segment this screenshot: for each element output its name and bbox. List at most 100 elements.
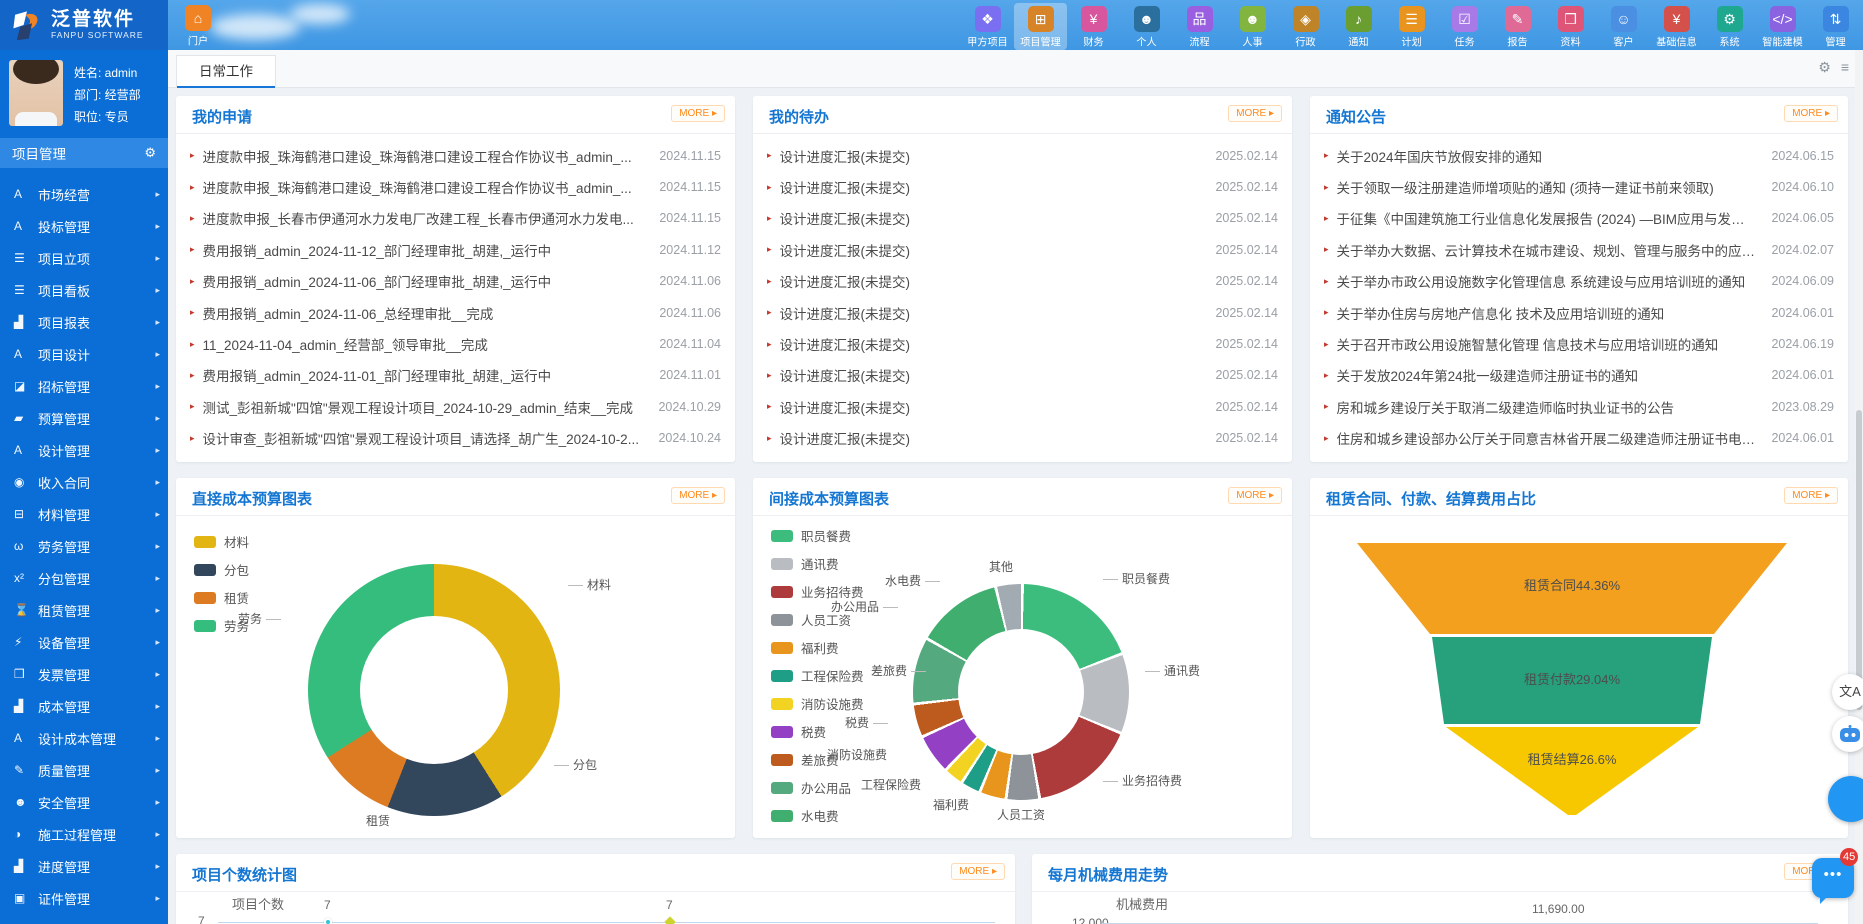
more-button[interactable]: MORE ▸ <box>671 105 725 122</box>
funnel-slice[interactable] <box>1432 637 1712 724</box>
sidebar-item-design-management[interactable]: A 设计管理 ▸ <box>0 434 168 466</box>
sidebar-item-project-initiation[interactable]: ☰ 项目立项 ▸ <box>0 242 168 274</box>
legend-item[interactable]: 福利费 <box>771 638 864 657</box>
sidebar-item-labor-management[interactable]: ω 劳务管理 ▸ <box>0 530 168 562</box>
notice-list-item[interactable]: ▸ 关于2024年国庆节放假安排的通知 2024.06.15 <box>1310 140 1848 171</box>
notice-list-item[interactable]: ▸ 关于召开市政公用设施智慧化管理 信息技术与应用培训班的通知 2024.06.19 <box>1310 328 1848 359</box>
legend-item[interactable]: 业务招待费 <box>771 582 864 601</box>
funnel-slice[interactable] <box>1357 543 1787 634</box>
sidebar-item-budget-management[interactable]: ▰ 预算管理 ▸ <box>0 402 168 434</box>
todo-list-item[interactable]: ▸ 设计进度汇报(未提交) 2025.02.14 <box>753 297 1292 328</box>
legend-item[interactable]: 人员工资 <box>771 610 864 629</box>
sidebar-item-lease-management[interactable]: ⌛ 租赁管理 ▸ <box>0 594 168 626</box>
todo-list-item[interactable]: ▸ 设计进度汇报(未提交) 2025.02.14 <box>753 140 1292 171</box>
legend-item[interactable]: 办公用品 <box>771 778 864 797</box>
more-button[interactable]: MORE ▸ <box>1784 487 1838 504</box>
sidebar-item-safety-management[interactable]: ☻ 安全管理 ▸ <box>0 786 168 818</box>
legend-item[interactable]: 通讯费 <box>771 554 864 573</box>
nav-item-document[interactable]: ❒ 资料 <box>1544 3 1597 50</box>
sidebar-item-market-operation[interactable]: A 市场经营 ▸ <box>0 178 168 210</box>
sidebar-item-invoice-management[interactable]: ❒ 发票管理 ▸ <box>0 658 168 690</box>
nav-item-base-info[interactable]: ¥ 基础信息 <box>1650 3 1703 50</box>
request-list-item[interactable]: ▸ 费用报销_admin_2024-11-01_部门经理审批_胡建,_运行中 202… <box>176 360 735 391</box>
nav-item-project-management[interactable]: ⊞ 项目管理 <box>1014 3 1067 50</box>
notice-list-item[interactable]: ▸ 房和城乡建设厅关于取消二级建造师临时执业证书的公告 2023.08.29 <box>1310 391 1848 422</box>
todo-list-item[interactable]: ▸ 设计进度汇报(未提交) 2025.02.14 <box>753 171 1292 202</box>
nav-item-owner-project[interactable]: ❖ 甲方项目 <box>961 3 1014 50</box>
sidebar-item-construction-process-management[interactable]: ◑ 施工过程管理 ▸ <box>0 818 168 850</box>
nav-item-admin-affairs[interactable]: ◈ 行政 <box>1279 3 1332 50</box>
sidebar-item-material-management[interactable]: ⊟ 材料管理 ▸ <box>0 498 168 530</box>
request-list-item[interactable]: ▸ 费用报销_admin_2024-11-12_部门经理审批_胡建,_运行中 202… <box>176 234 735 265</box>
legend-item[interactable]: 水电费 <box>771 806 864 825</box>
nav-item-finance[interactable]: ¥ 财务 <box>1067 3 1120 50</box>
nav-item-system[interactable]: ⚙ 系统 <box>1703 3 1756 50</box>
more-button[interactable]: MORE ▸ <box>1228 487 1282 504</box>
nav-item-smart-modeling[interactable]: </> 智能建模 <box>1756 3 1809 50</box>
tab-daily-work[interactable]: 日常工作 <box>176 55 276 88</box>
todo-list-item[interactable]: ▸ 设计进度汇报(未提交) 2025.02.14 <box>753 328 1292 359</box>
nav-item-personal[interactable]: ☻ 个人 <box>1120 3 1173 50</box>
request-list-item[interactable]: ▸ 费用报销_admin_2024-11-06_部门经理审批_胡建,_运行中 202… <box>176 266 735 297</box>
funnel-slice[interactable] <box>1446 727 1698 815</box>
todo-list-item[interactable]: ▸ 设计进度汇报(未提交) 2025.02.14 <box>753 234 1292 265</box>
sidebar-module-header[interactable]: 项目管理 ⚙ <box>0 138 168 168</box>
sidebar-item-project-report[interactable]: ▟ 项目报表 ▸ <box>0 306 168 338</box>
sidebar-item-design-cost-management[interactable]: A 设计成本管理 ▸ <box>0 722 168 754</box>
legend-item[interactable]: 税费 <box>771 722 864 741</box>
assistant-robot-button[interactable] <box>1832 716 1863 752</box>
key-icon[interactable]: ⚙ <box>1818 59 1831 75</box>
legend-item[interactable]: 工程保险费 <box>771 666 864 685</box>
nav-item-portal[interactable]: ⌂ 门户 <box>176 5 220 49</box>
notice-list-item[interactable]: ▸ 关于领取一级注册建造师增项贴的通知 (须持一建证书前来领取) 2024.06.1… <box>1310 171 1848 202</box>
sidebar-item-equipment-management[interactable]: ⚡ 设备管理 ▸ <box>0 626 168 658</box>
nav-item-hr[interactable]: ☻ 人事 <box>1226 3 1279 50</box>
legend-item[interactable]: 消防设施费 <box>771 694 864 713</box>
request-list-item[interactable]: ▸ 费用报销_admin_2024-11-06_总经理审批__完成 2024.11.… <box>176 297 735 328</box>
legend-item[interactable]: 分包 <box>194 560 249 579</box>
expand-icon[interactable]: ≡ <box>1840 59 1849 75</box>
notice-list-item[interactable]: ▸ 关于发放2024年第24批一级建造师注册证书的通知 2024.06.01 <box>1310 360 1848 391</box>
data-point-marker[interactable] <box>324 918 332 924</box>
nav-item-plan[interactable]: ☰ 计划 <box>1385 3 1438 50</box>
nav-item-management[interactable]: ⇅ 管理 <box>1809 3 1862 50</box>
more-button[interactable]: MORE ▸ <box>1228 105 1282 122</box>
request-list-item[interactable]: ▸ 进度款申报_珠海鹤港口建设_珠海鹤港口建设工程合作协议书_admin_... 2… <box>176 171 735 202</box>
nav-item-customer[interactable]: ☺ 客户 <box>1597 3 1650 50</box>
data-point-marker[interactable] <box>664 916 676 924</box>
notice-list-item[interactable]: ▸ 关于举办住房与房地产信息化 技术及应用培训班的通知 2024.06.01 <box>1310 297 1848 328</box>
more-button[interactable]: MORE ▸ <box>671 487 725 504</box>
request-list-item[interactable]: ▸ 进度款申报_珠海鹤港口建设_珠海鹤港口建设工程合作协议书_admin_... 2… <box>176 140 735 171</box>
todo-list-item[interactable]: ▸ 设计进度汇报(未提交) 2025.02.14 <box>753 203 1292 234</box>
request-list-item[interactable]: ▸ 测试_彭祖新城"四馆"景观工程设计项目_2024-10-29_admin_结束… <box>176 391 735 422</box>
sidebar-item-progress-management[interactable]: ▟ 进度管理 ▸ <box>0 850 168 882</box>
sidebar-item-project-design[interactable]: A 项目设计 ▸ <box>0 338 168 370</box>
todo-list-item[interactable]: ▸ 设计进度汇报(未提交) 2025.02.14 <box>753 391 1292 422</box>
legend-item[interactable]: 租赁 <box>194 588 249 607</box>
nav-item-workflow[interactable]: 品流程 <box>1173 3 1226 50</box>
nav-item-report[interactable]: ✎ 报告 <box>1491 3 1544 50</box>
request-list-item[interactable]: ▸ 11_2024-11-04_admin_经营部_领导审批__完成 2024.11… <box>176 328 735 359</box>
sidebar-item-income-contract[interactable]: ◉ 收入合同 ▸ <box>0 466 168 498</box>
request-list-item[interactable]: ▸ 设计审查_彭祖新城"四馆"景观工程设计项目_请选择_胡广生_2024-10-2… <box>176 423 735 454</box>
legend-item[interactable]: 其他 <box>771 834 864 838</box>
settings-gear-icon[interactable]: ⚙ <box>144 145 156 160</box>
todo-list-item[interactable]: ▸ 设计进度汇报(未提交) 2025.02.14 <box>753 266 1292 297</box>
sidebar-item-tender-management[interactable]: ◪ 招标管理 ▸ <box>0 370 168 402</box>
translate-button[interactable]: 文A <box>1832 674 1863 710</box>
user-avatar[interactable] <box>9 60 63 126</box>
more-button[interactable]: MORE ▸ <box>1784 105 1838 122</box>
sidebar-item-certificate-management[interactable]: ▣ 证件管理 ▸ <box>0 882 168 914</box>
sidebar-item-subcontract-management[interactable]: x² 分包管理 ▸ <box>0 562 168 594</box>
todo-list-item[interactable]: ▸ 设计进度汇报(未提交) 2025.02.14 <box>753 423 1292 454</box>
sidebar-item-cost-management[interactable]: ▟ 成本管理 ▸ <box>0 690 168 722</box>
sidebar-item-quality-management[interactable]: ✎ 质量管理 ▸ <box>0 754 168 786</box>
todo-list-item[interactable]: ▸ 设计进度汇报(未提交) 2025.02.14 <box>753 360 1292 391</box>
legend-item[interactable]: 职员餐费 <box>771 526 864 545</box>
notice-list-item[interactable]: ▸ 关于举办市政公用设施数字化管理信息 系统建设与应用培训班的通知 2024.06.… <box>1310 266 1848 297</box>
legend-item[interactable]: 材料 <box>194 532 249 551</box>
floating-action-button[interactable] <box>1828 776 1863 822</box>
nav-item-task[interactable]: ☑ 任务 <box>1438 3 1491 50</box>
legend-item[interactable]: 差旅费 <box>771 750 864 769</box>
scrollbar-thumb[interactable] <box>1856 410 1862 710</box>
